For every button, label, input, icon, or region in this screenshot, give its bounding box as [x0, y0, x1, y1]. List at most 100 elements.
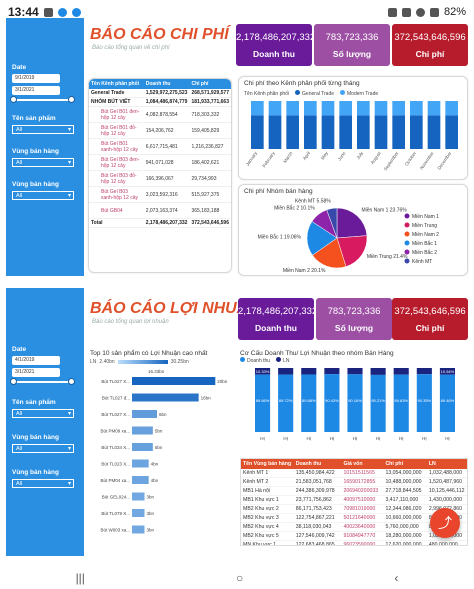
x-tick-label: July — [355, 150, 364, 160]
date-range-slider[interactable] — [10, 378, 75, 385]
table-cell: 122,754,867,221 — [293, 513, 342, 523]
table-row[interactable]: Bút Gel B01 đen-hộp 12 cây 4,082,878,554 7… — [89, 106, 231, 123]
kpi-label: Số lượng — [332, 49, 372, 59]
legend-item: General Trade — [295, 90, 334, 97]
revenue-label: 89.66% — [256, 398, 270, 403]
legend-title: LN — [90, 359, 97, 365]
column-header[interactable]: Giá vốn — [341, 459, 384, 469]
x-tick-label: HỊ — [422, 436, 427, 441]
region2-label: Vùng bán hàng — [12, 181, 59, 188]
product-dropdown[interactable]: All — [12, 125, 74, 134]
legend-label: Miền Nam 2 — [412, 232, 439, 238]
ln-segment — [255, 368, 271, 375]
table-row[interactable]: Bút GB04 2,073,163,374 365,183,188 — [89, 202, 231, 219]
category-label: Bút TL023 X... — [101, 462, 130, 467]
share-button[interactable]: ⤴ — [430, 508, 460, 538]
table-row[interactable]: Bút Gel B03 đen-hộp 12 cây 941,071,028 186… — [89, 154, 231, 171]
table-cell: 206940200033 — [341, 486, 384, 496]
chart-title: Chi phí Nhóm bán hàng — [244, 188, 313, 195]
bar-modern-trade — [357, 101, 370, 116]
bar-modern-trade — [339, 101, 352, 116]
product-dropdown[interactable]: All — [12, 409, 74, 418]
table-row[interactable]: NHÓM BÚT VIẾT 1,084,486,874,779 181,933,77… — [89, 97, 231, 107]
value-label: 5bn — [155, 445, 163, 450]
table-cell: 96023590000 — [341, 540, 384, 545]
table-cell: 23,771,756,862 — [293, 495, 342, 505]
profit-bar — [132, 476, 149, 484]
kpi-quantity: 783,723,336 Số lượng — [316, 298, 392, 340]
table-row[interactable]: MN Khu vực 1 122,683,468,865 96023590000 17… — [241, 540, 467, 545]
recent-apps-button[interactable]: ||| — [75, 570, 85, 585]
date-range-slider[interactable] — [10, 96, 75, 103]
date-from-input[interactable]: 9/1/2019 — [12, 74, 60, 83]
region-dropdown[interactable]: All — [12, 158, 74, 167]
x-tick-label: December — [436, 150, 452, 170]
table-cell: 10,125,446,112 — [426, 486, 467, 496]
revenue-label: 89.63% — [394, 398, 408, 403]
table-cell: 5,760,000,000 — [383, 522, 427, 532]
date-to-input[interactable]: 3/1/2021 — [12, 86, 60, 95]
slider-start-handle[interactable] — [10, 378, 17, 385]
value-label: 20bn — [217, 379, 228, 384]
slider-start-handle[interactable] — [10, 96, 17, 103]
bar-modern-trade — [286, 101, 299, 116]
table-row[interactable]: Bút Gel B01 xanh-hộp 12 cây 6,617,715,481… — [89, 138, 231, 155]
kpi-label: Doanh thu — [254, 323, 298, 333]
stacked-percent-chart: 10.33% 89.66% HỊ 89.72% HỊ 89.88% HỊ 90.43% HỊ 90… — [255, 368, 455, 441]
table-row[interactable]: MB1 Khu vực 1 23,771,756,862 40097510000 3,… — [241, 495, 467, 505]
bar-general-trade — [286, 115, 299, 149]
column-header[interactable]: Tên Vùng bán hàng — [241, 459, 294, 469]
page-subtitle: Báo cáo tổng quan lợi nhuận — [92, 319, 169, 325]
table-row[interactable]: Bút Gel B03 xanh-hộp 12 cây 3,023,592,316… — [89, 186, 231, 203]
kpi-revenue: 2,178,486,207,332 Doanh thu — [236, 24, 315, 66]
bar-general-trade — [357, 115, 370, 149]
legend-item: LN — [276, 357, 289, 364]
home-button[interactable]: ○ — [236, 570, 244, 585]
table-cell: 13,054,000,000 — [383, 469, 427, 478]
table-cell: 186,402,621 — [189, 154, 231, 171]
x-tick-label: HỊ — [445, 436, 450, 441]
table-cell: 135,450,984,422 — [293, 469, 342, 478]
column-header[interactable]: Doanh thu — [293, 459, 342, 469]
x-tick-label: HỊ — [376, 436, 381, 441]
bar-general-trade — [251, 115, 264, 149]
date-to-input[interactable]: 3/1/2021 — [12, 368, 60, 377]
table-cell: 1,520,487,960 — [426, 477, 467, 487]
column-header[interactable]: Tên Kênh phân phối — [89, 79, 144, 89]
table-row[interactable]: General Trade 1,529,972,275,523 268,571,92… — [89, 89, 231, 98]
table-cell: 86,171,753,423 — [293, 504, 342, 514]
table-row[interactable]: Kênh MT 1 135,450,984,422 10151511565 13,05… — [241, 469, 467, 478]
legend-swatch — [404, 249, 410, 255]
revenue-label: 90.43% — [325, 398, 339, 403]
revenue-segment — [416, 374, 432, 432]
x-tick-label: June — [337, 150, 347, 161]
slider-end-handle[interactable] — [68, 378, 75, 385]
table-row[interactable]: MB1 Hà nội 244,386,309,978 206940200033 27,… — [241, 486, 467, 496]
column-header[interactable]: Doanh thu — [143, 79, 190, 89]
cost-report: Date 9/1/2019 3/1/2021 Tên sản phẩm All … — [6, 18, 468, 276]
table-cell: Bút Gel B03 đỏ-hộp 12 cây — [89, 170, 144, 187]
legend-item: Modern Trade — [340, 90, 378, 97]
legend-label: Kênh MT — [412, 259, 432, 265]
bar-modern-trade — [445, 101, 458, 116]
back-button[interactable]: ‹ — [394, 570, 399, 585]
slider-end-handle[interactable] — [68, 96, 75, 103]
table-cell: 3,417,110,000 — [383, 495, 427, 505]
kpi-cost: 372,543,646,596 Chi phí — [392, 24, 468, 66]
chart-title: Chi phí theo Kênh phân phối từng tháng — [244, 80, 360, 87]
table-row[interactable]: Bút Gel B03 đỏ-hộp 12 cây 166,396,067 29,7… — [89, 170, 231, 187]
column-header[interactable]: Chi phí — [189, 79, 231, 89]
category-label: Bút TL034 X... — [101, 445, 130, 450]
region2-dropdown[interactable]: All — [12, 191, 74, 200]
category-label: Bút PM09 xa... — [100, 429, 130, 434]
region-dropdown[interactable]: All — [12, 444, 74, 453]
column-header[interactable]: LN — [426, 459, 467, 469]
legend-min: 2.40bn — [99, 359, 115, 365]
profit-bar — [132, 377, 216, 385]
ln-label: 10.54% — [441, 369, 455, 374]
region2-dropdown[interactable]: All — [12, 479, 74, 488]
table-row[interactable]: Bút Gel B01 đỏ-hộp 12 cây 154,206,762 159,… — [89, 122, 231, 139]
table-row[interactable]: Kênh MT 2 21,583,051,768 16590172855 10,488… — [241, 477, 467, 487]
date-from-input[interactable]: 4/1/2019 — [12, 356, 60, 365]
column-header[interactable]: Chi phí — [383, 459, 427, 469]
